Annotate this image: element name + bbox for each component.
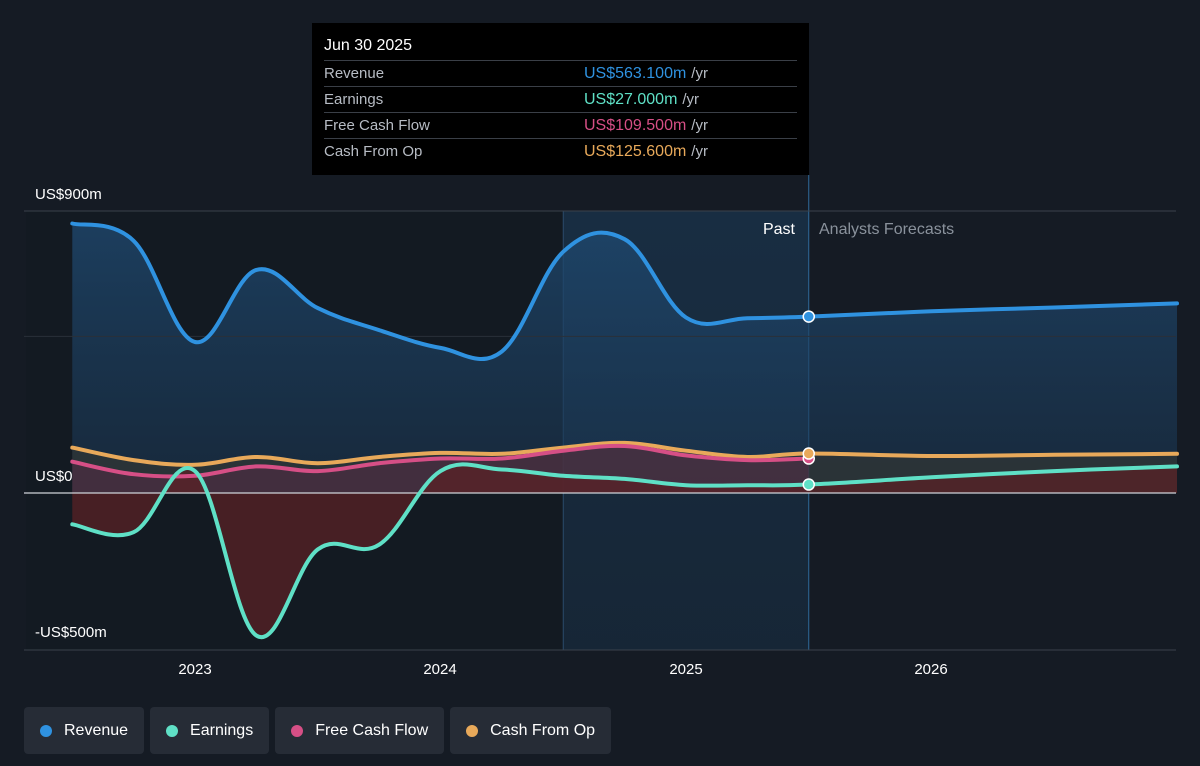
cash-from-op-dot-icon (466, 724, 479, 737)
cash-from-op-line (70, 440, 1179, 467)
tooltip-label: Cash From Op (324, 143, 423, 160)
y-axis-top-label: US$900m (35, 186, 102, 203)
legend-label: Free Cash Flow (315, 721, 429, 739)
legend: Revenue Earnings Free Cash Flow Cash Fro… (24, 707, 612, 754)
earnings-dot-icon (166, 724, 179, 737)
revenue-line (70, 221, 1179, 362)
cash-from-op-marker (802, 447, 815, 460)
tooltip-label: Revenue (324, 65, 385, 82)
revenue-marker (802, 310, 815, 323)
tooltip-value: US$27.000m (584, 91, 678, 108)
tooltip-row-revenue: Revenue US$563.100m /yr (324, 60, 797, 86)
tooltip-row-earnings: Earnings US$27.000m /yr (324, 86, 797, 112)
tooltip-row-cash-from-op: Cash From Op US$125.600m /yr (324, 138, 797, 164)
legend-item-revenue[interactable]: Revenue (24, 707, 145, 754)
legend-label: Cash From Op (490, 721, 596, 739)
tooltip-unit: /yr (691, 65, 708, 82)
analysts-forecasts-label: Analysts Forecasts (819, 221, 954, 238)
x-tick-2023: 2023 (178, 661, 211, 678)
free-cash-flow-dot-icon (291, 724, 304, 737)
y-axis-bottom-label: -US$500m (35, 624, 107, 641)
earnings-line (70, 462, 1179, 640)
y-axis-zero-label: US$0 (35, 468, 73, 485)
legend-item-free-cash-flow[interactable]: Free Cash Flow (275, 707, 445, 754)
legend-item-earnings[interactable]: Earnings (150, 707, 270, 754)
legend-label: Earnings (190, 721, 254, 739)
tooltip-label: Earnings (324, 91, 384, 108)
legend-item-cash-from-op[interactable]: Cash From Op (450, 707, 612, 754)
x-tick-2025: 2025 (669, 661, 702, 678)
tooltip-unit: /yr (691, 117, 708, 134)
tooltip-value: US$563.100m (584, 65, 687, 82)
tooltip-value: US$125.600m (584, 143, 687, 160)
past-label: Past (763, 221, 796, 238)
tooltip: Jun 30 2025 Revenue US$563.100m /yr Earn… (312, 23, 809, 175)
earnings-marker (802, 478, 815, 491)
revenue-dot-icon (40, 724, 52, 737)
tooltip-row-free-cash-flow: Free Cash Flow US$109.500m /yr (324, 112, 797, 138)
x-tick-2024: 2024 (423, 661, 456, 678)
revenue-area (72, 223, 1177, 493)
legend-label: Revenue (64, 721, 129, 739)
tooltip-unit: /yr (691, 143, 708, 160)
earnings-area (72, 464, 1177, 638)
tooltip-value: US$109.500m (584, 117, 687, 134)
free-cash-flow-line (70, 443, 811, 479)
tooltip-label: Free Cash Flow (324, 117, 430, 134)
x-tick-2026: 2026 (914, 661, 947, 678)
tooltip-date: Jun 30 2025 (324, 37, 413, 54)
tooltip-unit: /yr (682, 91, 700, 108)
